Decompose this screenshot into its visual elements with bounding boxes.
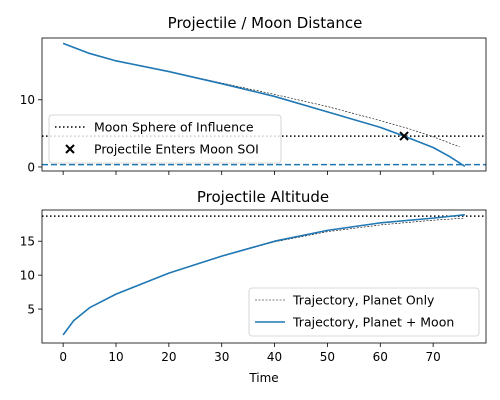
- altitude-legend: Trajectory, Planet Only Trajectory, Plan…: [248, 287, 480, 337]
- distance-axes-frame: [41, 37, 487, 172]
- altitude-xtick-label: 70: [426, 350, 441, 364]
- altitude-xtick-label: 10: [108, 350, 123, 364]
- distance-marker-0: [399, 131, 409, 141]
- legend-label-planet-only: Trajectory, Planet Only: [292, 293, 435, 308]
- altitude-ytick-label: 5: [27, 302, 35, 316]
- altitude-plot-area: [42, 213, 486, 336]
- legend-label-moon-soi: Moon Sphere of Influence: [94, 120, 254, 135]
- distance-legend-box: [48, 114, 282, 164]
- altitude-xtick-label: 40: [267, 350, 282, 364]
- altitude-xtick-label: 50: [320, 350, 335, 364]
- distance-subplot: Projectile / Moon Distance 0 10 Moon Sphe…: [20, 14, 487, 175]
- altitude-xtick-label: 0: [59, 350, 67, 364]
- distance-chart-title: Projectile / Moon Distance: [168, 14, 363, 32]
- altitude-legend-box: [248, 287, 480, 337]
- distance-ytick-label: 10: [20, 93, 35, 107]
- altitude-xtick-label: 20: [161, 350, 176, 364]
- altitude-ytick-label: 15: [20, 235, 35, 249]
- legend-label-planet-moon: Trajectory, Planet + Moon: [292, 315, 454, 330]
- altitude-ytick-label: 10: [20, 268, 35, 282]
- altitude-xtick-label: 30: [214, 350, 229, 364]
- distance-legend: Moon Sphere of Influence Projectile Ente…: [48, 114, 282, 164]
- distance-plot-area: [42, 42, 486, 167]
- legend-label-soi-entry: Projectile Enters Moon SOI: [94, 142, 259, 157]
- altitude-chart-title: Projectile Altitude: [197, 188, 329, 206]
- distance-marker-stroke: [399, 131, 409, 141]
- distance-ytick-label: 0: [27, 160, 35, 174]
- x-axis-label: Time: [248, 371, 278, 385]
- altitude-ticks: 0 10 20 30 40 50 60 70 5 10 15: [20, 235, 441, 364]
- altitude-axes-frame: [41, 209, 487, 344]
- altitude-xtick-label: 60: [373, 350, 388, 364]
- altitude-subplot: Projectile Altitude 0 10 20 30 40 50 60 70 5 10 15…: [20, 188, 487, 385]
- altitude-series-1-line: [62, 213, 465, 336]
- distance-ticks: 0 10: [20, 93, 434, 175]
- legend-swatch-soi-entry: [65, 144, 75, 154]
- distance-series-1-line: [62, 42, 466, 167]
